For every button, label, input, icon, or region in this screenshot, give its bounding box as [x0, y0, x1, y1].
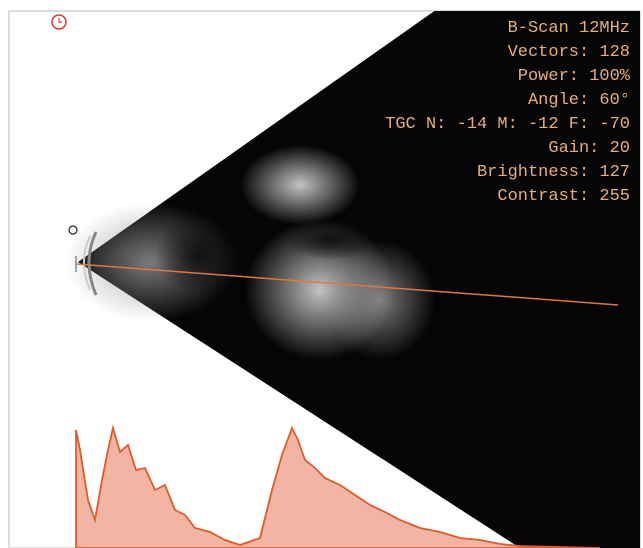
setting-line: Contrast: 255 [497, 187, 630, 206]
setting-line: Brightness: 127 [477, 163, 630, 182]
setting-line: Gain: 20 [548, 139, 630, 158]
setting-line: Vectors: 128 [508, 43, 630, 62]
page: B-Scan 12MHz Vectors: 128 Power: 100% Angle… [0, 0, 643, 548]
ultrasound-screen: B-Scan 12MHz Vectors: 128 Power: 100% Angle… [0, 0, 643, 548]
setting-line: B-Scan 12MHz [508, 19, 630, 38]
setting-line: Power: 100% [518, 67, 631, 86]
echo [285, 220, 375, 260]
setting-line: Angle: 60° [528, 91, 630, 110]
setting-line: TGC N: -14 M: -12 F: -70 [385, 115, 630, 134]
echo [155, 215, 245, 295]
echo [240, 145, 360, 225]
